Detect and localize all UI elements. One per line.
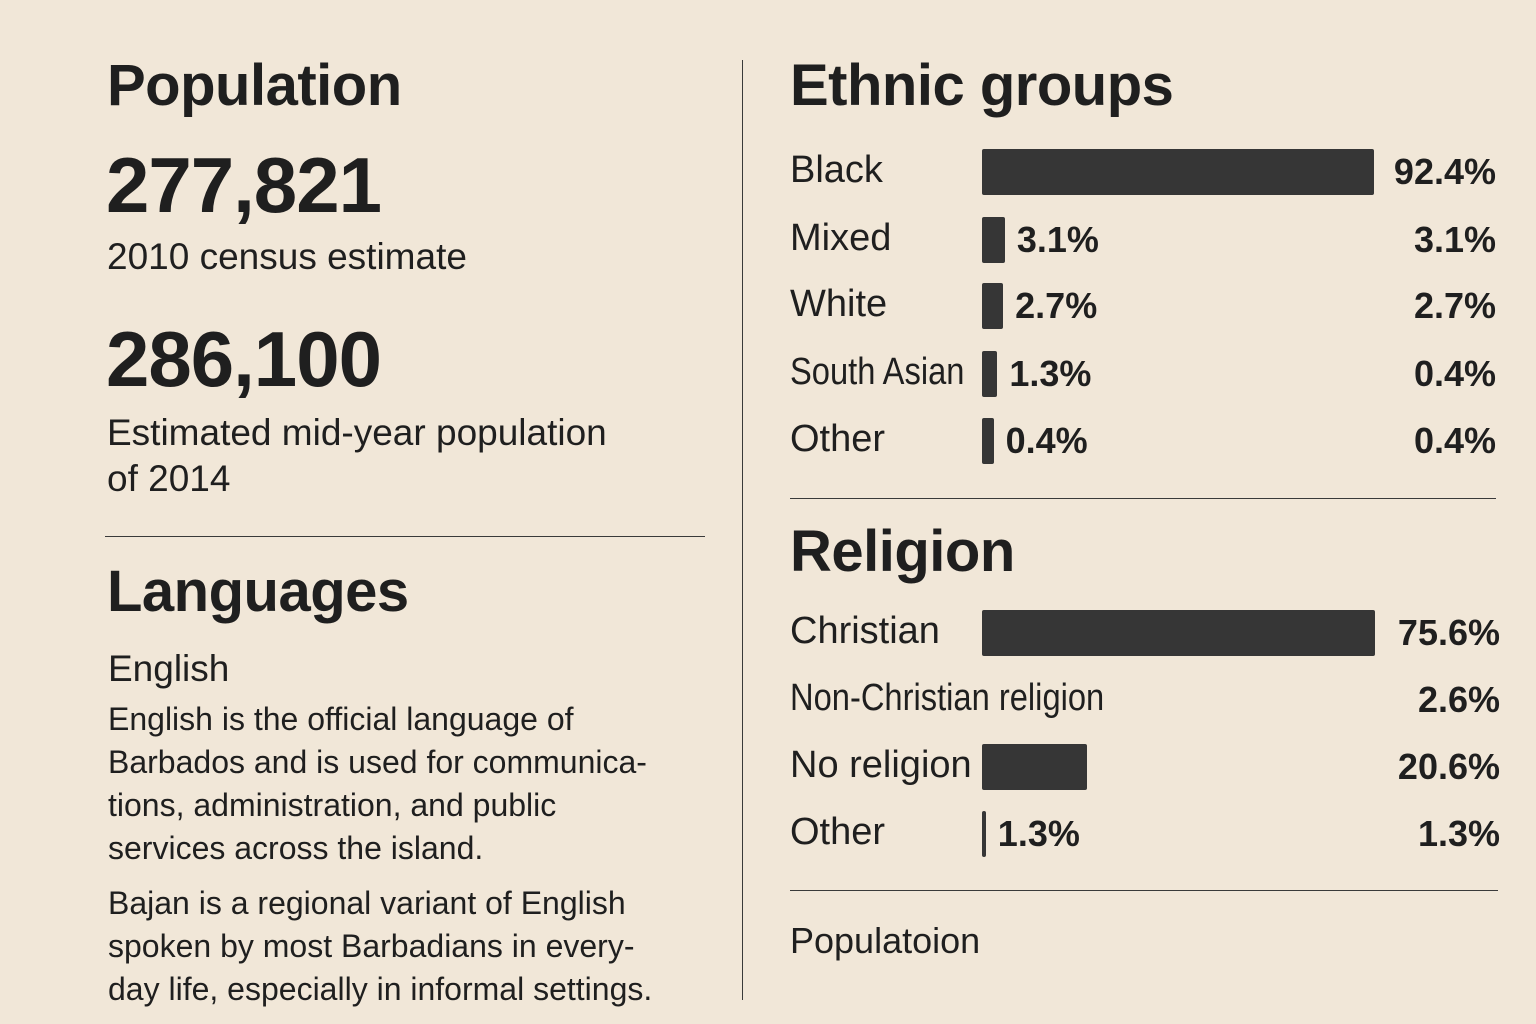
ethnic-row-label: South Asian [790, 351, 965, 393]
religion-bar [982, 744, 1087, 790]
paragraph-line: tions, administration, and public [108, 787, 557, 823]
ethnic-row-label: Other [790, 418, 886, 460]
paragraph-line: English is the official language of [108, 701, 574, 737]
estimate-caption-line2: of 2014 [107, 458, 231, 499]
paragraph-line: Barbados and is used for communica- [108, 744, 647, 780]
ethnic-percent: 3.1% [1413, 219, 1496, 260]
ethnic-bar [982, 351, 998, 397]
religion-percent: 75.6% [1397, 612, 1500, 653]
ethnic-bar [982, 283, 1004, 329]
religion-section-divider [790, 890, 1498, 891]
ethnic-groups-title: Ethnic groups [790, 53, 1174, 118]
religion-percent: 20.6% [1397, 746, 1500, 787]
religion-title: Religion [790, 519, 1015, 584]
religion-row-label: No religion [790, 744, 972, 786]
left-section-divider [105, 536, 705, 537]
ethnic-percent: 0.4% [1413, 353, 1496, 394]
ethnic-bar [982, 149, 1374, 195]
paragraph-line: services across the island. [108, 830, 484, 866]
census-value: 277,821 [106, 141, 382, 229]
religion-percent: 1.3% [1417, 813, 1500, 854]
language-name: English [108, 648, 230, 689]
ethnic-bar [982, 217, 1005, 263]
ethnic-inline-percent: 0.4% [1005, 420, 1088, 461]
paragraph-line: day life, especially in informal setting… [108, 971, 653, 1007]
ethnic-row-label: White [790, 283, 888, 325]
language-paragraph-1: English is the official language of Barb… [108, 698, 728, 870]
languages-title: Languages [107, 559, 409, 624]
census-caption: 2010 census estimate [107, 236, 467, 277]
religion-row-label: Other [790, 811, 886, 853]
religion-row-label: Non-Christian religion [790, 677, 1105, 719]
ethnic-bar [982, 418, 994, 464]
population-title: Population [107, 53, 402, 118]
column-divider [742, 60, 743, 1000]
ethnic-row-label: Black [790, 149, 883, 191]
religion-percent: 2.6% [1417, 679, 1500, 720]
ethnic-percent: 2.7% [1413, 285, 1496, 326]
paragraph-line: spoken by most Barbadians in every- [108, 928, 635, 964]
paragraph-line: Bajan is a regional variant of English [108, 885, 626, 921]
language-paragraph-2: Bajan is a regional variant of English s… [108, 882, 728, 1011]
religion-inline-percent: 1.3% [997, 813, 1080, 854]
ethnic-percent: 92.4% [1393, 151, 1496, 192]
estimate-caption-line1: Estimated mid-year population [107, 412, 607, 453]
ethnic-inline-percent: 1.3% [1009, 353, 1092, 394]
religion-bar [982, 610, 1375, 656]
footer-label: Populatoion [790, 920, 981, 961]
ethnic-inline-percent: 3.1% [1016, 219, 1099, 260]
ethnic-inline-percent: 2.7% [1015, 285, 1098, 326]
ethnic-section-divider [790, 498, 1496, 499]
ethnic-percent: 0.4% [1413, 420, 1496, 461]
ethnic-row-label: Mixed [790, 217, 892, 259]
religion-row-label: Christian [790, 610, 940, 652]
religion-bar [982, 811, 986, 857]
estimate-value: 286,100 [106, 315, 382, 403]
